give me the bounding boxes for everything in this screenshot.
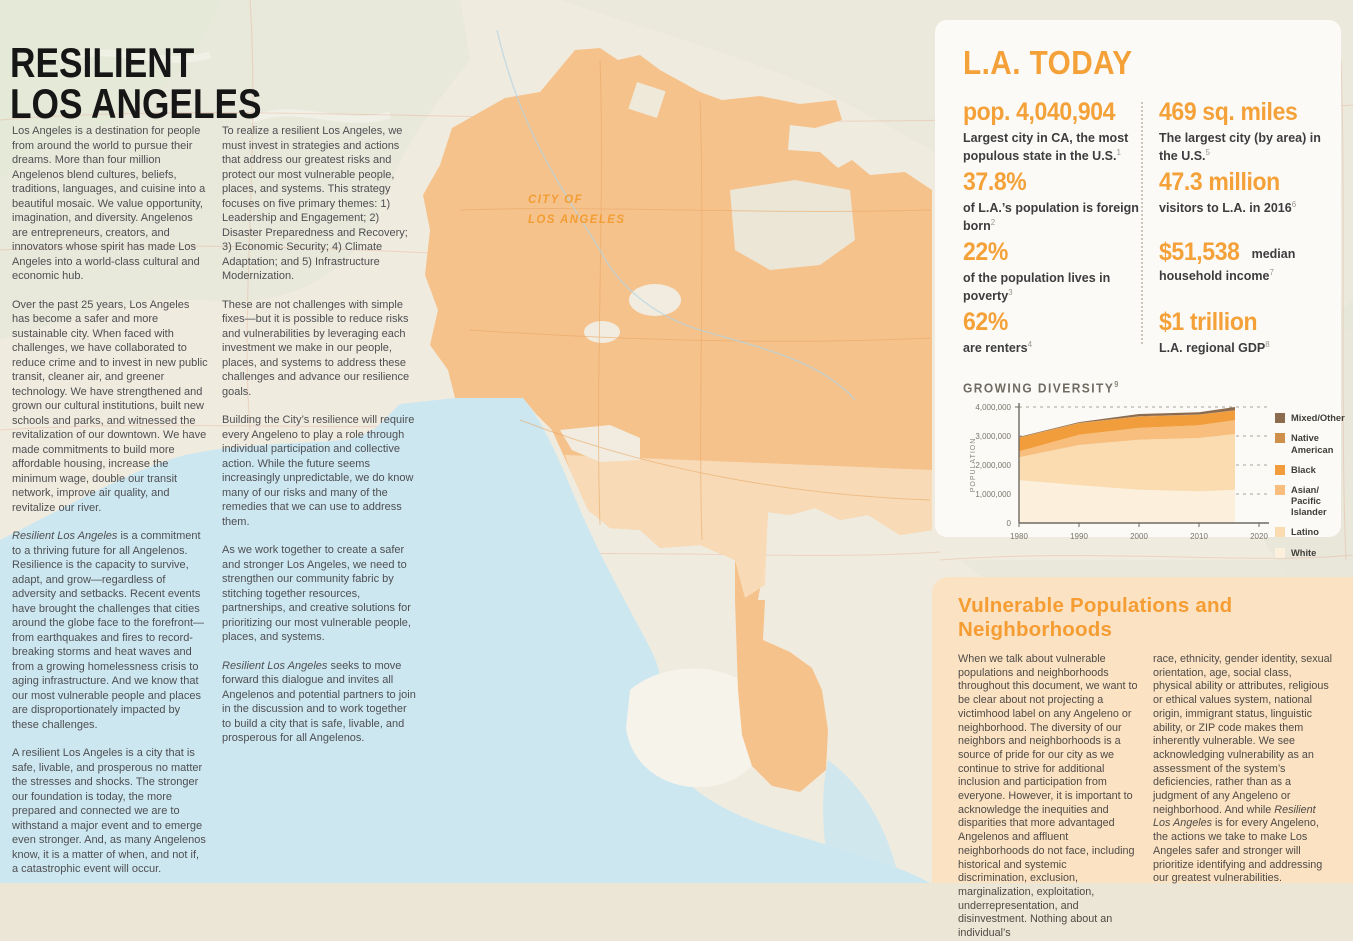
paragraph: A resilient Los Angeles is a city that i…	[12, 747, 206, 875]
paragraph: As we work together to create a safer an…	[222, 544, 411, 643]
stat-description: median household income7	[1159, 247, 1296, 283]
stats-divider	[1141, 102, 1143, 344]
intro-column-1: Los Angeles is a destination for people …	[12, 124, 208, 891]
paragraph: When we talk about vulnerable population…	[958, 653, 1138, 940]
legend-label: Asian/ Pacific Islander	[1291, 484, 1327, 518]
intro-column-2: To realize a resilient Los Angeles, we m…	[222, 124, 418, 891]
stat: pop. 4,040,904 Largest city in CA, the mo…	[963, 98, 1141, 168]
svg-text:1980: 1980	[1010, 532, 1028, 541]
vulnerable-populations-panel: Vulnerable Populations and Neighborhoods…	[932, 577, 1353, 939]
footnote-marker: 4	[1027, 339, 1033, 349]
stat-value: 22%	[963, 238, 1008, 266]
legend-swatch	[1275, 464, 1285, 475]
footnote-marker: 6	[1291, 199, 1297, 209]
footnote-marker: 7	[1269, 267, 1274, 277]
legend-swatch	[1275, 484, 1285, 495]
svg-text:POPULATION: POPULATION	[970, 438, 977, 493]
stats-column-right: 469 sq. miles The largest city (by area) …	[1159, 98, 1335, 378]
stat-description: of the population lives in poverty3	[963, 271, 1111, 303]
footnote-marker: 8	[1265, 339, 1270, 349]
paragraph: Los Angeles is a destination for people …	[12, 125, 206, 282]
stat-description: Largest city in CA, the most populous st…	[963, 131, 1129, 163]
svg-text:2000: 2000	[1130, 532, 1148, 541]
stat-value: $1 trillion	[1159, 308, 1258, 336]
legend-item: White	[1275, 547, 1345, 559]
legend-item: Mixed/Other	[1275, 413, 1345, 424]
legend-swatch	[1275, 547, 1285, 558]
legend-item: Asian/ Pacific Islander	[1275, 484, 1345, 518]
legend-label: Black	[1291, 464, 1316, 475]
paragraph: Resilient Los Angeles seeks to move forw…	[222, 659, 416, 745]
paragraph: These are not challenges with simple fix…	[222, 298, 410, 398]
legend-swatch	[1275, 433, 1285, 444]
svg-text:1990: 1990	[1070, 532, 1088, 541]
stat: 47.3 million visitors to L.A. in 20166	[1159, 168, 1335, 238]
stat-value: 469 sq. miles	[1159, 98, 1298, 126]
stats-columns: pop. 4,040,904 Largest city in CA, the mo…	[963, 98, 1341, 378]
stat-value: $51,538	[1159, 238, 1240, 266]
paragraph: race, ethnicity, gender identity, sexual…	[1153, 653, 1333, 885]
legend-label: Mixed/Other	[1291, 413, 1345, 424]
stat: 37.8% of L.A.’s population is foreign bor…	[963, 168, 1141, 238]
legend-item: Black	[1275, 464, 1345, 476]
legend-label: Native American	[1291, 433, 1334, 455]
paragraph: To realize a resilient Los Angeles, we m…	[222, 125, 408, 282]
la-today-title: L.A. TODAY	[963, 44, 1133, 81]
stat-value: 37.8%	[963, 168, 1027, 196]
stat: $1 trillion L.A. regional GDP8	[1159, 308, 1335, 378]
footnote-marker: 2	[990, 217, 996, 227]
la-today-card: L.A. TODAY pop. 4,040,904 Largest city in…	[935, 20, 1345, 558]
legend-label: Latino	[1291, 527, 1319, 538]
legend-swatch	[1275, 413, 1285, 424]
stat-value: 47.3 million	[1159, 168, 1280, 196]
paragraph: Over the past 25 years, Los Angeles has …	[12, 298, 208, 514]
footnote-marker: 3	[1008, 287, 1013, 297]
stat: $51,538 median household income7	[1159, 238, 1335, 308]
legend-swatch	[1275, 527, 1285, 538]
legend-item: Latino	[1275, 527, 1345, 538]
svg-text:4,000,000: 4,000,000	[975, 403, 1011, 412]
stats-column-left: pop. 4,040,904 Largest city in CA, the mo…	[963, 98, 1141, 378]
chart-title: GROWING DIVERSITY9	[963, 380, 1119, 396]
map-city-label: CITY OF LOS ANGELES	[528, 194, 626, 227]
paragraph: Resilient Los Angeles is a commitment to…	[12, 530, 205, 731]
svg-text:3,000,000: 3,000,000	[975, 432, 1011, 441]
svg-text:1,000,000: 1,000,000	[975, 490, 1011, 499]
svg-text:2,000,000: 2,000,000	[975, 461, 1011, 470]
svg-text:2020: 2020	[1250, 532, 1268, 541]
stat-description: L.A. regional GDP8	[1159, 339, 1270, 355]
stat-description: are renters4	[963, 339, 1033, 355]
stat-value: 62%	[963, 308, 1008, 336]
stat: 62% are renters4	[963, 308, 1141, 378]
growing-diversity-chart: GROWING DIVERSITY9 0 1,000,000 2,000,000 3,…	[963, 380, 1345, 568]
stat-value: pop. 4,040,904	[963, 98, 1116, 126]
stat: 22% of the population lives in poverty3	[963, 238, 1141, 308]
svg-text:0: 0	[1007, 519, 1012, 528]
page-title: RESILIENT LOS ANGELES	[10, 39, 262, 128]
vulnerable-column-2: race, ethnicity, gender identity, sexual…	[1153, 653, 1333, 941]
stat-description: The largest city (by area) in the U.S.5	[1159, 131, 1321, 163]
legend-item: Native American	[1275, 433, 1345, 455]
vulnerable-populations-title: Vulnerable Populations and Neighborhoods	[958, 594, 1233, 641]
svg-text:2010: 2010	[1190, 532, 1208, 541]
chart-footnote: 9	[1114, 380, 1119, 389]
stat-description: of L.A.’s population is foreign born2	[963, 201, 1139, 233]
stat-description: visitors to L.A. in 20166	[1159, 199, 1297, 215]
paragraph: Building the City’s resilience will requ…	[222, 414, 415, 528]
chart-plot-area: 0 1,000,000 2,000,000 3,000,000 4,000,000 198…	[963, 397, 1275, 562]
stat: 469 sq. miles The largest city (by area) …	[1159, 98, 1335, 168]
footnote-marker: 5	[1205, 147, 1210, 157]
vulnerable-column-1: When we talk about vulnerable population…	[958, 653, 1138, 941]
intro-text: Los Angeles is a destination for people …	[12, 124, 418, 891]
footnote-marker: 1	[1116, 147, 1121, 157]
legend-label: White	[1291, 547, 1317, 558]
chart-legend: Mixed/Other Native American Black Asian/ Pa…	[1275, 397, 1345, 567]
